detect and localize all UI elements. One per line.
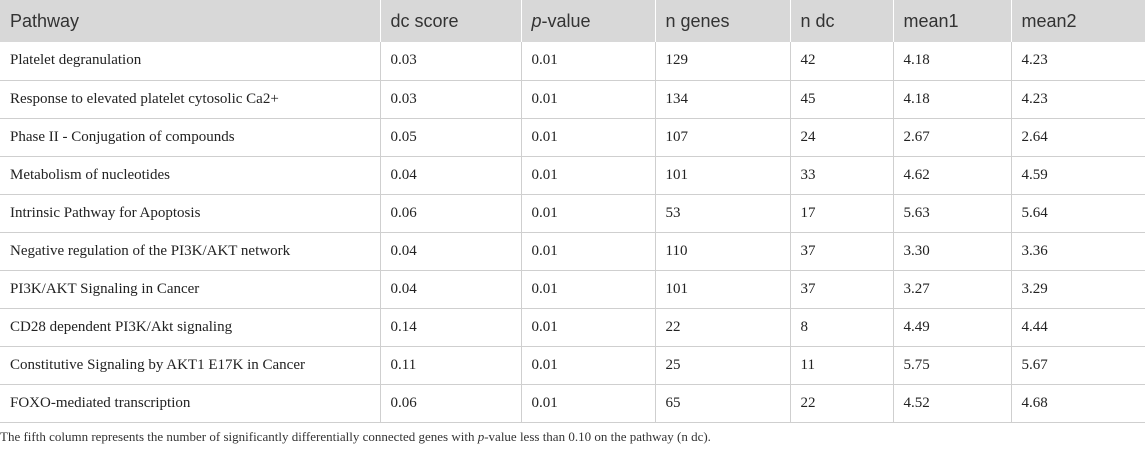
- dc-score-cell: 0.03: [380, 80, 522, 118]
- n-dc-cell: 37: [790, 270, 894, 308]
- n-dc-cell: 22: [790, 384, 894, 422]
- n-dc-cell: 45: [790, 80, 894, 118]
- header-pathway: Pathway: [0, 0, 381, 42]
- n-dc-cell: 37: [790, 232, 894, 270]
- p-value-cell: 0.01: [521, 384, 656, 422]
- header-dc-score: dc score: [380, 0, 522, 42]
- dc-score-cell: 0.14: [380, 308, 522, 346]
- p-value-cell: 0.01: [521, 346, 656, 384]
- table-header-row: Pathway dc score p-value n genes n dc me…: [0, 0, 1145, 42]
- p-value-cell: 0.01: [521, 80, 656, 118]
- n-genes-cell: 129: [655, 42, 791, 80]
- mean1-cell: 5.75: [893, 346, 1012, 384]
- pathway-cell: PI3K/AKT Signaling in Cancer: [0, 270, 381, 308]
- mean2-cell: 4.68: [1021, 394, 1048, 411]
- footnote-text-start: The fifth column represents the number o…: [0, 428, 478, 444]
- mean2-cell: 2.64: [1021, 128, 1048, 145]
- n-genes-cell: 134: [655, 80, 791, 118]
- table-row: Negative regulation of the PI3K/AKT netw…: [0, 232, 1145, 270]
- n-genes-cell: 53: [655, 194, 791, 232]
- table-row: Response to elevated platelet cytosolic …: [0, 80, 1145, 118]
- pathway-cell: Platelet degranulation: [0, 42, 381, 80]
- mean1-cell: 2.67: [893, 118, 1012, 156]
- mean2-cell: 5.67: [1021, 356, 1048, 373]
- n-dc-cell: 42: [790, 42, 894, 80]
- header-p-italic: p: [531, 10, 542, 31]
- header-mean1: mean1: [893, 0, 1012, 42]
- p-value-cell: 0.01: [521, 118, 656, 156]
- n-genes-cell: 107: [655, 118, 791, 156]
- n-dc-cell: 33: [790, 156, 894, 194]
- table-row: Platelet degranulation 0.03 0.01 129 42 4.18 4…: [0, 42, 1145, 80]
- n-genes-cell: 101: [655, 270, 791, 308]
- pathway-cell: Phase II - Conjugation of compounds: [0, 118, 381, 156]
- table-footnote: The fifth column represents the number o…: [0, 423, 1145, 445]
- p-value-cell: 0.01: [521, 42, 656, 80]
- n-genes-cell: 25: [655, 346, 791, 384]
- dc-score-cell: 0.03: [380, 42, 522, 80]
- mean2-cell: 4.59: [1021, 166, 1048, 183]
- pathway-cell: FOXO-mediated transcription: [0, 384, 381, 422]
- p-value-cell: 0.01: [521, 232, 656, 270]
- header-n-genes: n genes: [655, 0, 791, 42]
- pathway-results-table: Pathway dc score p-value n genes n dc me…: [0, 0, 1145, 422]
- mean2-cell: 4.44: [1021, 318, 1048, 335]
- dc-score-cell: 0.04: [380, 156, 522, 194]
- mean2-cell: 4.23: [1021, 52, 1048, 69]
- p-value-cell: 0.01: [521, 156, 656, 194]
- footnote-italic-p: p: [477, 428, 485, 444]
- mean1-cell: 5.63: [893, 194, 1012, 232]
- pathway-cell: Metabolism of nucleotides: [0, 156, 381, 194]
- table-row: Intrinsic Pathway for Apoptosis 0.06 0.01 5…: [0, 194, 1145, 232]
- dc-score-cell: 0.06: [380, 384, 522, 422]
- dc-score-cell: 0.11: [380, 346, 522, 384]
- header-n-dc: n dc: [790, 0, 894, 42]
- table-row: Metabolism of nucleotides 0.04 0.01 101 33 4.…: [0, 156, 1145, 194]
- pathway-cell: Negative regulation of the PI3K/AKT netw…: [0, 232, 381, 270]
- n-dc-cell: 8: [790, 308, 894, 346]
- pathway-cell: CD28 dependent PI3K/Akt signaling: [0, 308, 381, 346]
- results-table-container: Pathway dc score p-value n genes n dc me…: [0, 0, 1145, 445]
- table-row: Phase II - Conjugation of compounds 0.05 0…: [0, 118, 1145, 156]
- pathway-cell: Response to elevated platelet cytosolic …: [0, 80, 381, 118]
- table-row: FOXO-mediated transcription 0.06 0.01 65 22 4…: [0, 384, 1145, 422]
- footnote-text-end: -value less than 0.10 on the pathway (n …: [484, 428, 711, 444]
- pathway-cell: Constitutive Signaling by AKT1 E17K in C…: [0, 346, 381, 384]
- mean2-cell: 5.64: [1021, 204, 1048, 221]
- p-value-cell: 0.01: [521, 270, 656, 308]
- n-dc-cell: 11: [790, 346, 894, 384]
- n-genes-cell: 110: [655, 232, 791, 270]
- table-row: Constitutive Signaling by AKT1 E17K in C…: [0, 346, 1145, 384]
- p-value-cell: 0.01: [521, 194, 656, 232]
- dc-score-cell: 0.06: [380, 194, 522, 232]
- p-value-cell: 0.01: [521, 308, 656, 346]
- dc-score-cell: 0.04: [380, 232, 522, 270]
- mean2-cell: 3.29: [1021, 280, 1048, 297]
- header-p-suffix: -value: [541, 10, 591, 31]
- mean1-cell: 4.18: [893, 80, 1012, 118]
- n-genes-cell: 65: [655, 384, 791, 422]
- pathway-cell: Intrinsic Pathway for Apoptosis: [0, 194, 381, 232]
- mean2-cell: 3.36: [1021, 242, 1048, 259]
- table-body: Platelet degranulation 0.03 0.01 129 42 4.18 4…: [0, 42, 1145, 422]
- mean1-cell: 4.52: [893, 384, 1012, 422]
- n-dc-cell: 17: [790, 194, 894, 232]
- mean1-cell: 4.49: [893, 308, 1012, 346]
- header-p-value: p-value: [521, 0, 656, 42]
- n-dc-cell: 24: [790, 118, 894, 156]
- n-genes-cell: 101: [655, 156, 791, 194]
- table-row: CD28 dependent PI3K/Akt signaling 0.14 0.0…: [0, 308, 1145, 346]
- header-mean2: mean2: [1021, 10, 1077, 31]
- mean2-cell: 4.23: [1021, 90, 1048, 107]
- n-genes-cell: 22: [655, 308, 791, 346]
- mean1-cell: 4.18: [893, 42, 1012, 80]
- mean1-cell: 3.30: [893, 232, 1012, 270]
- table-row: PI3K/AKT Signaling in Cancer 0.04 0.01 101 3…: [0, 270, 1145, 308]
- mean1-cell: 4.62: [893, 156, 1012, 194]
- mean1-cell: 3.27: [893, 270, 1012, 308]
- dc-score-cell: 0.05: [380, 118, 522, 156]
- dc-score-cell: 0.04: [380, 270, 522, 308]
